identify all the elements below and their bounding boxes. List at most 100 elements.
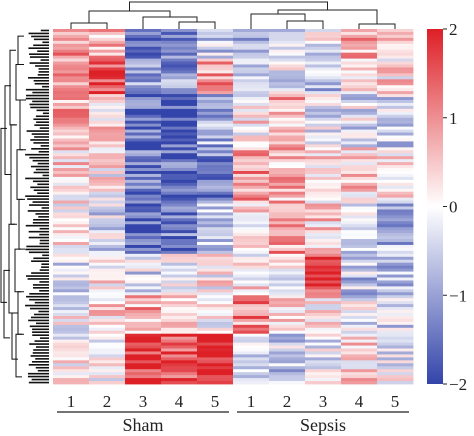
heatmap-cell bbox=[53, 212, 90, 216]
heatmap-cell bbox=[233, 105, 270, 110]
heatmap-cell bbox=[305, 218, 342, 222]
heatmap-cell bbox=[341, 105, 378, 110]
heatmap-cell bbox=[89, 221, 126, 225]
heatmap-cell bbox=[89, 315, 126, 320]
heatmap-cell bbox=[377, 43, 414, 48]
heatmap-cell bbox=[341, 159, 378, 163]
heatmap-cell bbox=[89, 171, 126, 175]
colorbar-tick-label: 2 bbox=[449, 20, 458, 39]
heatmap-cell bbox=[341, 188, 378, 193]
heatmap-cell bbox=[125, 100, 162, 104]
heatmap-cell bbox=[377, 274, 414, 278]
column-tick-label: 5 bbox=[391, 392, 400, 411]
heatmap-cell bbox=[89, 64, 126, 68]
heatmap-cell bbox=[197, 185, 234, 190]
heatmap-cell bbox=[161, 271, 198, 275]
heatmap-cell bbox=[269, 37, 306, 42]
heatmap-cell bbox=[197, 212, 234, 216]
heatmap-cell bbox=[305, 315, 342, 320]
heatmap-cell bbox=[161, 307, 198, 311]
heatmap-cell bbox=[53, 55, 90, 59]
heatmap-cell bbox=[233, 102, 270, 107]
heatmap-cell bbox=[197, 105, 234, 110]
heatmap-cell bbox=[377, 108, 414, 113]
heatmap-cell bbox=[125, 277, 162, 281]
heatmap-cell bbox=[89, 289, 126, 293]
heatmap-cell bbox=[233, 327, 270, 332]
heatmap-cell bbox=[197, 203, 234, 207]
heatmap-cell bbox=[377, 351, 414, 355]
heatmap-cell bbox=[161, 259, 198, 264]
heatmap-cell bbox=[197, 58, 234, 62]
heatmap-cell bbox=[341, 168, 378, 172]
heatmap-cell bbox=[197, 330, 234, 335]
heatmap-cell bbox=[341, 73, 378, 77]
heatmap-cell bbox=[161, 91, 198, 95]
heatmap-cell bbox=[53, 61, 90, 65]
heatmap-cell bbox=[53, 221, 90, 225]
heatmap-cell bbox=[341, 351, 378, 355]
heatmap-cell bbox=[125, 283, 162, 287]
heatmap-cell bbox=[377, 265, 414, 270]
heatmap-cell bbox=[305, 324, 342, 329]
heatmap-cell bbox=[197, 29, 234, 33]
heatmap-cell bbox=[125, 274, 162, 278]
heatmap-cell bbox=[233, 250, 270, 255]
heatmap-cell bbox=[125, 49, 162, 54]
heatmap-cell bbox=[305, 58, 342, 62]
heatmap-cell bbox=[161, 357, 198, 361]
heatmap-cell bbox=[125, 333, 162, 338]
heatmap-cell bbox=[89, 301, 126, 305]
heatmap-cell bbox=[53, 274, 90, 278]
heatmap-cell bbox=[377, 342, 414, 346]
heatmap-cell bbox=[197, 49, 234, 54]
heatmap-cell bbox=[161, 286, 198, 290]
heatmap-cell bbox=[233, 176, 270, 181]
heatmap-cell bbox=[161, 253, 198, 258]
heatmap-cell bbox=[125, 138, 162, 142]
heatmap-cell bbox=[197, 357, 234, 361]
heatmap-cell bbox=[89, 286, 126, 290]
row-dendrogram-branch bbox=[8, 223, 15, 314]
heatmap-cell bbox=[125, 114, 162, 119]
heatmap-cell bbox=[377, 165, 414, 169]
heatmap-cell bbox=[53, 283, 90, 287]
heatmap-cell bbox=[377, 194, 414, 199]
heatmap-cell bbox=[341, 298, 378, 302]
heatmap-cell bbox=[125, 286, 162, 290]
heatmap-cell bbox=[197, 46, 234, 51]
heatmap-cell bbox=[377, 203, 414, 207]
row-dendrogram-branch bbox=[10, 124, 17, 225]
heatmap-cell bbox=[125, 176, 162, 181]
heatmap-cell bbox=[197, 345, 234, 349]
heatmap-cell bbox=[269, 339, 306, 343]
heatmap-cell bbox=[53, 360, 90, 364]
heatmap-cell bbox=[197, 277, 234, 281]
heatmap-cell bbox=[233, 280, 270, 284]
heatmap-cell bbox=[53, 138, 90, 142]
heatmap-cell bbox=[377, 100, 414, 104]
heatmap-cell bbox=[233, 333, 270, 338]
heatmap-cell bbox=[125, 117, 162, 122]
heatmap-cell bbox=[341, 381, 378, 385]
heatmap-cell bbox=[53, 70, 90, 74]
heatmap-cell bbox=[197, 230, 234, 234]
heatmap-cell bbox=[89, 209, 126, 213]
heatmap-cell bbox=[233, 70, 270, 74]
heatmap-cell bbox=[89, 55, 126, 59]
heatmap-cell bbox=[125, 40, 162, 45]
heatmap-cell bbox=[377, 79, 414, 83]
heatmap-cell bbox=[269, 333, 306, 338]
heatmap-cell bbox=[125, 230, 162, 234]
heatmap-cell bbox=[377, 147, 414, 151]
heatmap-cell bbox=[53, 236, 90, 240]
heatmap-cell bbox=[197, 239, 234, 243]
heatmap-cell bbox=[269, 173, 306, 178]
heatmap-cell bbox=[89, 79, 126, 83]
heatmap-cell bbox=[89, 173, 126, 178]
heatmap-cell bbox=[377, 179, 414, 184]
heatmap-cell bbox=[161, 82, 198, 86]
heatmap-cell bbox=[161, 117, 198, 122]
heatmap-cell bbox=[377, 120, 414, 125]
heatmap-cell bbox=[305, 91, 342, 95]
